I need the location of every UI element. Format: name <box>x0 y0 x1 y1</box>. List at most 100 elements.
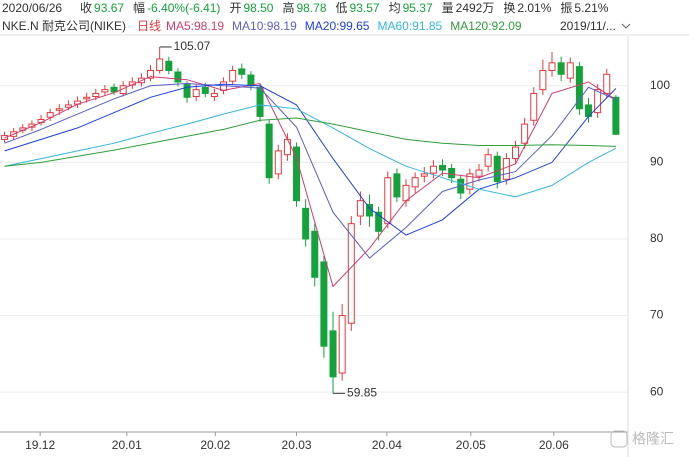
header-value: 98.50 <box>243 1 273 15</box>
legend-entry: MA10:98.19 <box>232 19 297 33</box>
candle-body <box>566 62 574 79</box>
ma-line <box>4 117 616 167</box>
annotation: 59.85 <box>347 385 377 399</box>
dropdown-icon[interactable] <box>621 23 631 29</box>
candle-body <box>411 177 419 188</box>
ma-line <box>4 83 617 236</box>
watermark: 格隆汇 <box>632 431 674 447</box>
x-tick-label: 20.04 <box>372 438 402 452</box>
candle-body <box>174 71 182 83</box>
header-date: 2020/06/26 <box>2 1 62 15</box>
candle-body <box>548 62 556 71</box>
candle-body <box>192 89 200 98</box>
x-tick-label: 20.02 <box>200 438 230 452</box>
header-label: 换 <box>503 1 515 15</box>
watermark-logo <box>610 430 628 448</box>
header-label: 量 <box>442 1 454 15</box>
candle-body <box>238 68 246 75</box>
candle-body <box>557 62 565 75</box>
candle-body <box>311 230 319 278</box>
header-value: 5.21% <box>574 1 608 15</box>
candle-body <box>247 74 255 87</box>
candle-body <box>183 83 191 98</box>
candle-body <box>101 89 109 93</box>
header-value: 2492万 <box>456 1 495 15</box>
candle-body <box>347 223 355 324</box>
header-label: 振 <box>560 1 572 15</box>
candle-body <box>429 165 437 174</box>
header-value: -6.40%(-6.41) <box>147 1 220 15</box>
header-value: 93.67 <box>94 1 124 15</box>
candle-body <box>375 211 383 232</box>
ma-line <box>4 82 617 259</box>
candle-body <box>384 177 392 225</box>
candle-body <box>502 158 510 180</box>
candle-body <box>420 173 428 177</box>
candle-body <box>256 86 264 117</box>
candle-body <box>512 146 520 160</box>
legend-entry: MA60:91.85 <box>377 19 442 33</box>
candle-body <box>402 184 410 202</box>
ma-line <box>4 104 617 198</box>
header-value: 2.01% <box>517 1 551 15</box>
x-tick-label: 20.01 <box>112 438 142 452</box>
candle-body <box>274 150 282 175</box>
y-tick-label: 90 <box>650 155 664 169</box>
x-tick-label: 20.06 <box>539 438 569 452</box>
range-label: 2019/11/... <box>560 19 616 33</box>
candle-body <box>575 66 583 110</box>
candle-body <box>493 155 501 183</box>
x-tick-label: 20.03 <box>282 438 312 452</box>
candle-body <box>283 138 291 156</box>
header-label: 高 <box>282 0 294 15</box>
candle-body <box>147 69 155 79</box>
candle-body <box>110 86 118 93</box>
candle-body <box>338 315 346 374</box>
header-value: 95.37 <box>403 1 433 15</box>
candle-body <box>320 261 328 347</box>
header-label: 低 <box>336 1 348 15</box>
candle-body <box>356 200 364 217</box>
annotation: 105.07 <box>174 39 211 53</box>
candle-body <box>475 169 483 177</box>
candle-body <box>64 104 72 108</box>
header-value: 93.57 <box>350 1 380 15</box>
candle-body <box>603 73 611 94</box>
candle-body <box>594 89 602 114</box>
x-tick-label: 20.05 <box>456 438 486 452</box>
candle-body <box>293 146 301 202</box>
candle-body <box>521 123 529 144</box>
candle-body <box>484 154 492 167</box>
x-tick-label: 19.12 <box>25 438 55 452</box>
y-tick-label: 100 <box>650 78 670 92</box>
candle-body <box>448 168 456 179</box>
candle-body <box>539 69 547 91</box>
header-label: 均 <box>389 1 401 15</box>
legend-entry: MA20:99.65 <box>305 19 370 33</box>
candle-body <box>46 112 54 118</box>
header-label: 开 <box>229 1 241 15</box>
header-label: 幅 <box>133 0 145 15</box>
candle-body <box>530 92 538 121</box>
y-tick-label: 70 <box>650 308 664 322</box>
candle-body <box>210 92 218 98</box>
ma-line <box>4 76 617 288</box>
candle-body <box>156 58 164 71</box>
candle-body <box>612 96 620 135</box>
y-tick-label: 60 <box>650 384 664 398</box>
candle-body <box>83 96 91 100</box>
candle-body <box>439 164 447 171</box>
header-value: 98.78 <box>297 1 327 15</box>
y-tick-label: 80 <box>650 231 664 245</box>
candle-body <box>329 330 337 378</box>
candle-body <box>55 108 63 111</box>
candle-body <box>265 123 273 179</box>
candle-body <box>92 92 100 98</box>
candle-body <box>393 173 401 198</box>
period: 日线 <box>137 19 161 33</box>
legend-entry: MA120:92.09 <box>450 19 522 33</box>
chart-title: NKE.N 耐克公司(NIKE) <box>2 19 126 33</box>
header-label: 收 <box>80 1 92 15</box>
candle-body <box>229 69 237 82</box>
